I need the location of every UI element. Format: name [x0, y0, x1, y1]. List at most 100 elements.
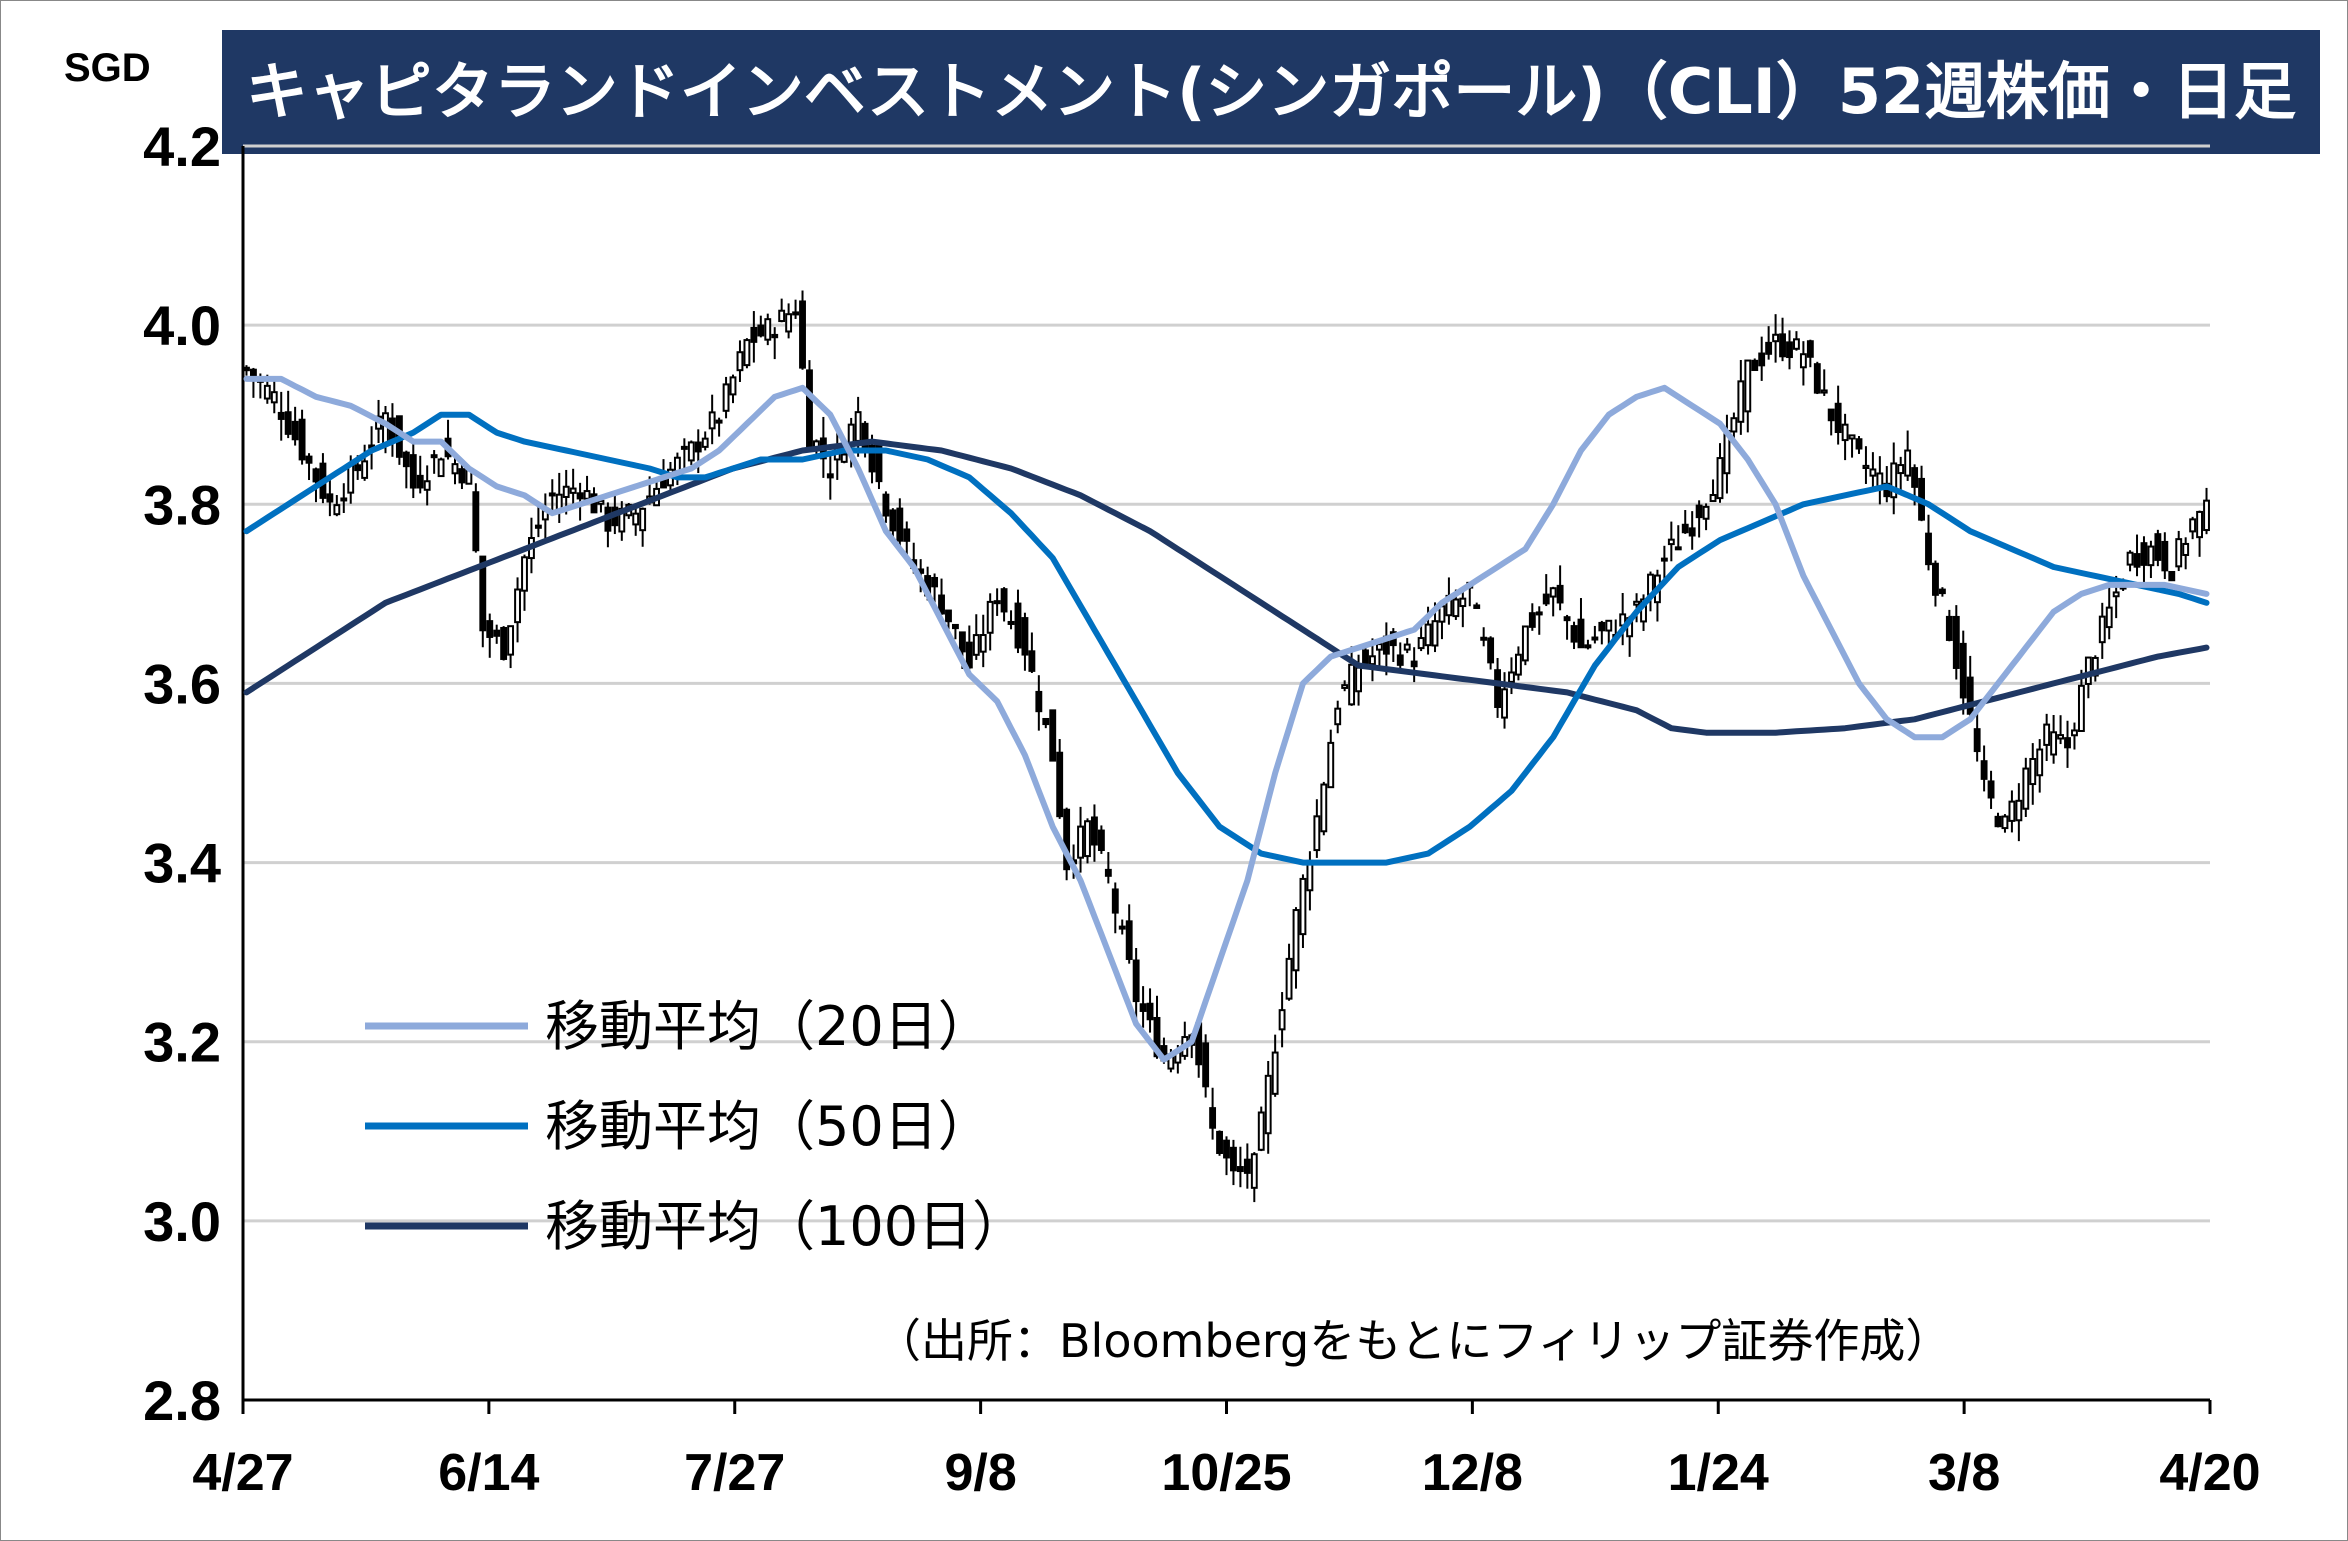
y-tick-label: 3.4	[143, 832, 221, 895]
candle-body	[1021, 617, 1029, 656]
candle-body	[1264, 1074, 1272, 1135]
candle-body	[1633, 600, 1641, 606]
candle	[1021, 612, 1029, 671]
candle	[993, 588, 1001, 616]
y-tick-label: 3.8	[143, 473, 221, 536]
candle-body	[1855, 438, 1863, 450]
candle-body	[1570, 625, 1578, 643]
candle-body	[402, 451, 410, 468]
y-axis-unit: SGD	[64, 46, 151, 90]
candle	[1959, 630, 1967, 715]
candle-body	[854, 411, 862, 442]
candle	[1563, 614, 1571, 640]
candle-body	[1487, 637, 1495, 664]
candle-body	[1431, 620, 1439, 647]
candle	[1473, 602, 1481, 609]
candle-body	[1952, 615, 1960, 669]
candle	[2168, 570, 2176, 582]
candle	[1869, 452, 1877, 491]
candle	[1341, 680, 1349, 692]
candle	[1619, 593, 1627, 646]
candle-body	[639, 507, 647, 532]
candle-body	[1869, 468, 1877, 477]
candle-body	[1320, 783, 1328, 833]
candle-body	[993, 600, 1001, 605]
y-tick-labels: 2.8 3.0 3.2 3.4 3.6 3.8 4.0 4.2	[143, 115, 221, 1432]
candle	[1313, 799, 1321, 858]
candle-body	[2112, 591, 2120, 598]
candle	[1042, 717, 1050, 729]
x-tick-label: 1/24	[1668, 1444, 1769, 1502]
candle	[1897, 456, 1905, 492]
candle-body	[687, 441, 695, 462]
candle	[1348, 646, 1356, 706]
candle-body	[569, 487, 577, 494]
candle	[1000, 587, 1008, 622]
candle-body	[1494, 669, 1502, 708]
candle	[1243, 1143, 1251, 1189]
candle	[2126, 550, 2134, 572]
candle-body	[1966, 676, 1974, 715]
candle	[1654, 569, 1661, 622]
candle	[1028, 632, 1036, 673]
candle	[1570, 621, 1578, 650]
candle-body	[1730, 417, 1738, 433]
candle	[1417, 622, 1425, 652]
candle-body	[2084, 656, 2092, 685]
candle	[708, 394, 716, 445]
candle-body	[1584, 644, 1592, 649]
candle	[1987, 770, 1995, 809]
candle-body	[1327, 741, 1335, 789]
candle	[1264, 1060, 1272, 1154]
candle	[1827, 408, 1835, 436]
candle	[1132, 948, 1140, 1020]
candle-body	[2133, 553, 2141, 568]
candle	[1209, 1087, 1217, 1140]
candle-body	[1897, 464, 1905, 475]
candle-body	[1118, 925, 1126, 930]
candle	[1834, 385, 1842, 445]
candle-body	[1375, 643, 1383, 651]
candle	[1508, 657, 1515, 695]
candle	[1848, 434, 1856, 458]
candle	[1292, 907, 1300, 989]
candle-body	[694, 441, 702, 453]
candle	[2057, 715, 2064, 745]
candle-body	[979, 634, 987, 653]
candle-body	[2105, 606, 2113, 629]
candle	[2091, 655, 2099, 682]
candle-body	[771, 333, 779, 339]
candle	[1250, 1152, 1258, 1203]
candle	[1765, 326, 1773, 360]
candle	[305, 453, 313, 481]
candle-body	[1994, 815, 2002, 828]
x-tick-label: 10/25	[1161, 1444, 1291, 1502]
candle-body	[1209, 1107, 1217, 1129]
candle	[687, 440, 695, 466]
candle	[1514, 646, 1522, 681]
candle-body	[1799, 353, 1807, 369]
candle	[1786, 330, 1793, 370]
candle-body	[1396, 654, 1404, 666]
candle-body	[1424, 623, 1432, 647]
candle	[1097, 825, 1105, 854]
candle-body	[347, 464, 355, 494]
candle-body	[479, 555, 487, 632]
candle	[604, 502, 612, 548]
y-tick-label: 3.0	[143, 1190, 221, 1253]
candle-body	[799, 300, 806, 369]
candle-body	[1153, 1016, 1161, 1058]
candle-body	[1236, 1166, 1244, 1173]
candle-body	[2126, 551, 2134, 566]
candle	[326, 477, 334, 517]
candle-body	[1688, 527, 1696, 537]
candle	[1980, 745, 1988, 792]
ma100-line	[243, 438, 2210, 736]
candle-body	[778, 309, 786, 323]
legend: 移動平均（20日） 移動平均（50日） 移動平均（100日）	[365, 995, 1026, 1258]
candle-body	[1014, 602, 1022, 649]
candle-body	[1667, 538, 1675, 546]
ma50-line	[243, 411, 2210, 866]
candle-body	[1674, 546, 1682, 551]
